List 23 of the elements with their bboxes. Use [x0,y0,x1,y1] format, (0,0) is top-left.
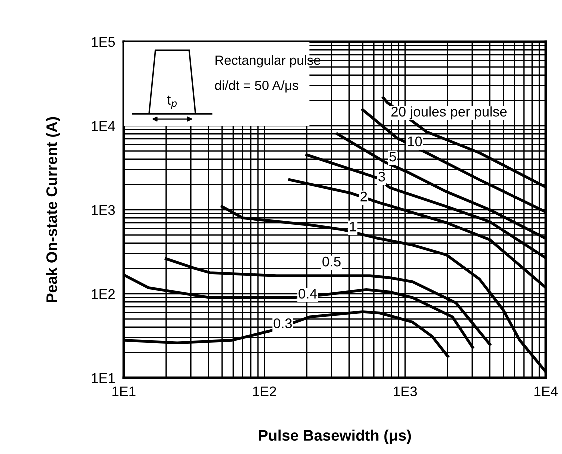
annotation: 10 [408,136,422,147]
annotation: 3 [378,172,386,182]
y-tick-label: 1E5 [92,37,116,48]
annotation: 1 [350,222,356,232]
annotation: 2 [360,192,368,202]
y-tick-label: 1E3 [92,205,116,216]
x-tick-label: 1E2 [253,386,276,396]
y-tick-label: 1E1 [92,373,115,384]
annotation: di/dt = 50 A/μs [215,80,299,93]
annotation: 0.5 [322,256,341,267]
y-axis-title: Peak On-state Current (A) [46,117,60,302]
annotation: 0.4 [298,289,318,299]
annotation: 0.3 [274,318,292,329]
annotation: Rectangular pulse [216,55,320,68]
x-tick-label: 1E3 [394,386,418,397]
y-tick-label: 1E4 [92,121,116,132]
x-tick-label: 1E4 [534,386,558,396]
annotation: 5 [390,152,396,162]
annotation: 20 joules per pulse [392,106,507,120]
x-tick-label: 1E1 [112,386,136,396]
annotation: t$_{p}$ [167,96,177,110]
y-tick-label: 1E2 [92,289,115,300]
x-axis-title: Pulse Basewidth (μs) [259,430,412,444]
